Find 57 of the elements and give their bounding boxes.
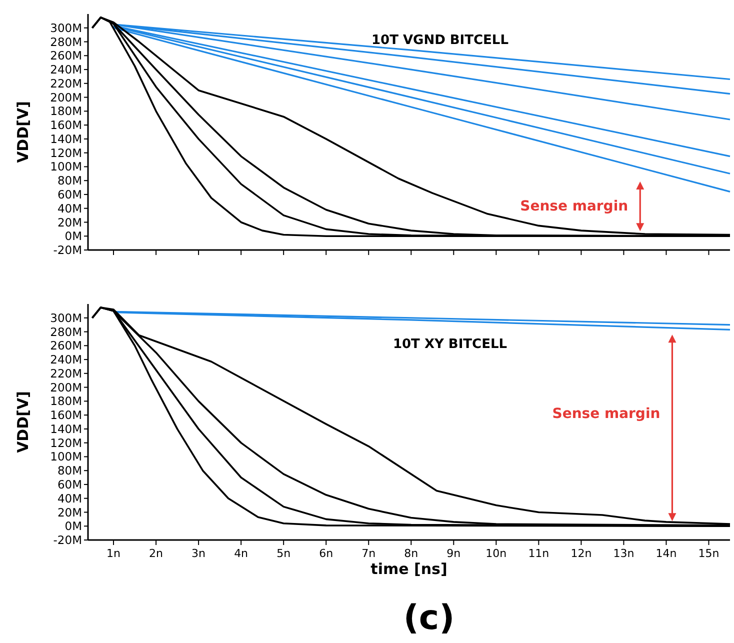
x-tick-label: 2n [149, 547, 164, 560]
x-tick-label: 10n [486, 547, 507, 560]
y-tick-label: 20M [57, 505, 82, 520]
y-tick-label: 200M [50, 90, 82, 104]
y-tick-label: 120M [50, 146, 82, 160]
y-tick-label: 40M [57, 491, 82, 506]
x-tick-label: 8n [404, 547, 418, 560]
y-tick-label: 200M [50, 380, 82, 394]
y-tick-label: -20M [53, 243, 82, 258]
y-tick-label: 140M [50, 422, 82, 436]
y-tick-label: 160M [50, 118, 82, 132]
y-tick-label: 260M [50, 338, 82, 353]
annotation: Sense margin [552, 406, 660, 422]
x-tick-label: 12n [570, 547, 592, 560]
y-tick-label: 100M [50, 450, 82, 464]
x-axis-title: time [ns] [370, 560, 448, 578]
y-tick-label: 20M [57, 215, 82, 230]
x-tick-label: 9n [446, 547, 461, 560]
y-tick-label: 220M [50, 76, 82, 90]
x-tick-label: 11n [528, 547, 550, 560]
y-tick-label: 140M [50, 132, 82, 146]
y-axis-title: VDD[V] [14, 391, 32, 453]
y-tick-label: 180M [50, 104, 82, 118]
y-tick-label: 300M [50, 20, 82, 35]
x-tick-label: 4n [234, 547, 248, 560]
x-tick-label: 14n [656, 547, 677, 560]
y-tick-label: 40M [57, 201, 82, 216]
y-tick-label: 0M [64, 229, 82, 244]
y-tick-label: -20M [53, 533, 82, 548]
y-tick-label: 80M [57, 464, 82, 478]
y-tick-label: 280M [50, 34, 82, 49]
x-tick-label: 13n [613, 547, 634, 560]
y-tick-label: 60M [57, 187, 82, 202]
annotation: Sense margin [520, 198, 628, 214]
text: 10T XY BITCELL [392, 337, 508, 352]
y-tick-label: 0M [64, 519, 82, 534]
x-tick-label: 3n [192, 547, 206, 560]
x-tick-label: 5n [276, 547, 291, 560]
y-tick-label: 240M [50, 62, 82, 77]
y-tick-label: 80M [57, 174, 82, 188]
y-axis-title: VDD[V] [14, 101, 32, 163]
y-tick-label: 300M [50, 310, 82, 325]
y-tick-label: 160M [50, 408, 82, 422]
y-tick-label: 180M [50, 394, 82, 408]
y-tick-label: 220M [50, 366, 82, 380]
x-tick-label: 6n [319, 547, 334, 560]
y-tick-label: 60M [57, 477, 82, 492]
x-tick-label: 15n [698, 547, 720, 560]
y-tick-label: 240M [50, 352, 82, 367]
y-tick-label: 260M [50, 48, 82, 63]
x-tick-label: 7n [362, 547, 376, 560]
y-tick-label: 120M [50, 436, 82, 450]
text: 10T VGND BITCELL [371, 33, 509, 48]
x-tick-label: 1n [106, 547, 121, 560]
text: (c) [403, 598, 455, 638]
y-tick-label: 280M [50, 324, 82, 339]
y-tick-label: 100M [50, 160, 82, 174]
